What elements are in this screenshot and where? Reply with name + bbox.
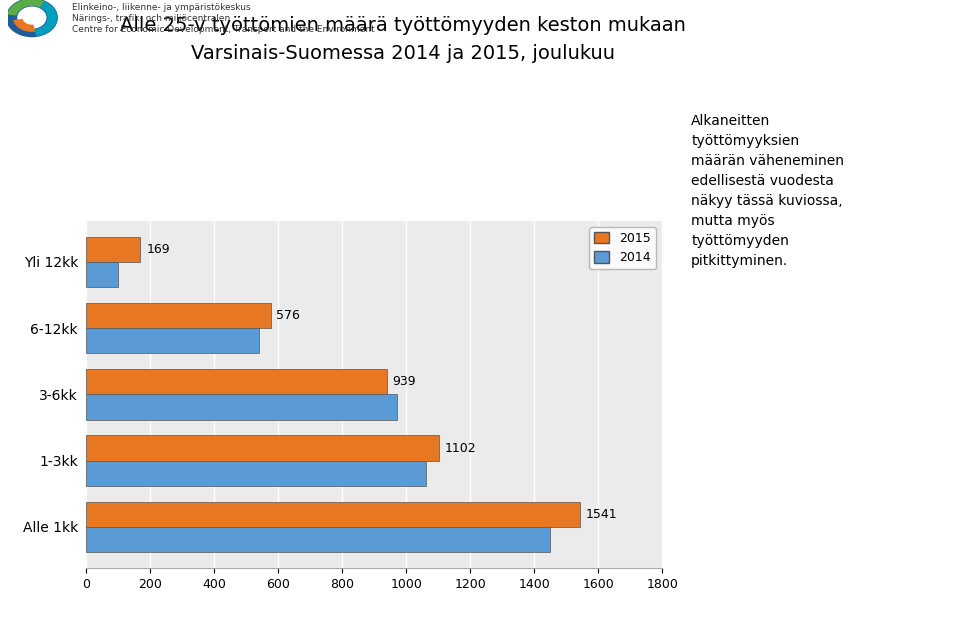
- Bar: [86, 237, 140, 262]
- Bar: [86, 328, 259, 353]
- Text: Alle 25-v työttömien määrä työttömyyden keston mukaan: Alle 25-v työttömien määrä työttömyyden …: [120, 16, 686, 35]
- Bar: [86, 394, 396, 420]
- Text: 1541: 1541: [586, 508, 617, 521]
- Text: 1102: 1102: [444, 442, 476, 454]
- Bar: [86, 303, 271, 328]
- Bar: [86, 502, 580, 527]
- Text: Varsinais-Suomessa 2014 ja 2015, joulukuu: Varsinais-Suomessa 2014 ja 2015, jouluku…: [191, 44, 615, 63]
- Circle shape: [18, 8, 46, 28]
- Text: Elinkeino-, liikenne- ja ympäristökeskus: Elinkeino-, liikenne- ja ympäristökeskus: [72, 3, 251, 12]
- Wedge shape: [35, 1, 58, 36]
- Bar: [86, 262, 118, 287]
- Text: Centre for Economic Development, Transport and the Environment: Centre for Economic Development, Transpo…: [72, 25, 374, 33]
- Text: 576: 576: [276, 309, 300, 322]
- Text: Alkaneitten
työttömyyksien
määrän väheneminen
edellisestä vuodesta
näkyy tässä k: Alkaneitten työttömyyksien määrän vähene…: [691, 114, 844, 268]
- Wedge shape: [7, 0, 44, 16]
- Text: 939: 939: [393, 375, 417, 388]
- Wedge shape: [13, 19, 36, 32]
- Bar: [86, 435, 439, 461]
- Circle shape: [7, 0, 58, 37]
- Legend: 2015, 2014: 2015, 2014: [589, 227, 656, 269]
- Text: Närings-, trafik- och miljöcentralen: Närings-, trafik- och miljöcentralen: [72, 14, 230, 23]
- Bar: [86, 527, 550, 552]
- Bar: [86, 369, 387, 394]
- Text: 169: 169: [146, 243, 170, 256]
- Bar: [86, 461, 425, 486]
